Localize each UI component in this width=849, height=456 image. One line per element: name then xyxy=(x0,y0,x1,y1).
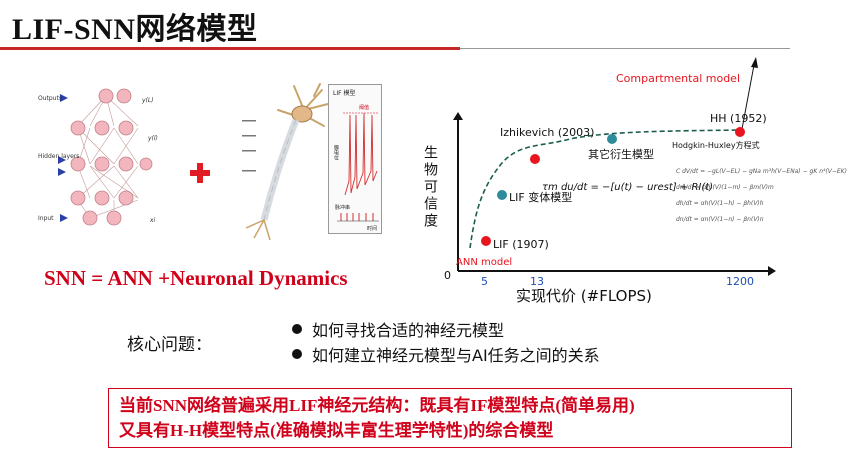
hidden-label: Hidden layers xyxy=(38,153,79,160)
output-arrow-icon xyxy=(60,94,68,102)
origin-label: 0 xyxy=(444,269,451,282)
plus-icon xyxy=(190,163,210,183)
bullet-item: 如何寻找合适的神经元模型 xyxy=(292,317,504,341)
summary-line-1: 当前SNN网络普遍采用LIF神经元结构：既具有IF模型特点(简单易用) xyxy=(119,396,635,415)
point-izhikevich xyxy=(530,154,540,164)
input-label: Input xyxy=(38,215,54,222)
svg-text:dn/dt = αn(V)(1−n) − βn(V)n: dn/dt = αn(V)(1−n) − βn(V)n xyxy=(676,216,764,223)
summary-line-2: 又具有H-H模型特点(准确模拟丰富生理学特性)的综合模型 xyxy=(119,421,554,440)
y-mid-label: y(l) xyxy=(147,135,158,142)
snn-formula: SNN = ANN +Neuronal Dynamics xyxy=(44,266,348,290)
lif-panel-title: LIF 模型 xyxy=(333,89,355,97)
x-label: xi xyxy=(149,217,156,224)
trend-curve xyxy=(469,129,743,249)
neuron-nodes xyxy=(70,88,153,226)
lif-spike-label: 脉冲串 xyxy=(335,204,350,211)
point-derived-models xyxy=(607,134,617,144)
lif-time-label: 时间 xyxy=(367,225,377,232)
hidden-arrow-icon xyxy=(58,156,66,164)
summary-box: 当前SNN网络普遍采用LIF神经元结构：既具有IF模型特点(简单易用) 又具有H… xyxy=(108,388,792,448)
label-lif-variant: LIF 变体模型 xyxy=(509,190,572,204)
lif-model-panel: LIF 模型 阈值 膜电位 脉冲串 时间 xyxy=(328,84,382,234)
svg-text:dh/dt = αh(V)(1−h) − βh(V)h: dh/dt = αh(V)(1−h) − βh(V)h xyxy=(676,200,764,207)
label-compartmental: Compartmental model xyxy=(616,72,740,85)
bullet-icon xyxy=(292,349,302,359)
y-axis-arrow-icon xyxy=(453,112,463,120)
hh-equation-block: C dV/dt = −gL(V−EL) − gNa m³h(V−ENa) − g… xyxy=(676,168,849,223)
label-hh-equation: Hodgkin-Huxley方程式 xyxy=(672,140,760,150)
label-derived-models: 其它衍生模型 xyxy=(588,147,654,161)
svg-text:C dV/dt = −gL(V−EL) − gNa m³h(: C dV/dt = −gL(V−EL) − gNa m³h(V−ENa) − g… xyxy=(676,168,849,175)
x-axis-arrow-icon xyxy=(768,266,776,276)
bullet-text: 如何寻找合适的神经元模型 xyxy=(312,321,505,340)
x-tick-1200: 1200 xyxy=(726,275,754,288)
bullet-icon xyxy=(292,324,302,334)
compartmental-arrow xyxy=(741,64,755,130)
bullet-text: 如何建立神经元模型与AI任务之间的关系 xyxy=(312,346,600,365)
title-rule xyxy=(0,47,460,50)
slide-title: LIF-SNN网络模型 xyxy=(12,13,258,46)
lif-threshold-label: 阈值 xyxy=(359,104,369,111)
y-axis-label: 生物可信度 xyxy=(422,145,438,230)
title-rule-thin xyxy=(460,48,790,49)
label-ann-model: ANN model xyxy=(456,257,512,268)
label-lif-1907: LIF (1907) xyxy=(493,238,549,251)
bio-plausibility-chart: LIF (1907) LIF 变体模型 Izhikevich (2003) 其它… xyxy=(422,57,849,305)
neuron-illustration xyxy=(242,83,329,241)
ann-network-diagram: Outputs Hidden layers Input y(L) y(l) xi xyxy=(38,88,158,226)
x-tick-13: 13 xyxy=(530,275,544,288)
point-lif-1907 xyxy=(481,236,491,246)
x-axis-label: 实现代价 (#FLOPS) xyxy=(516,287,652,305)
point-lif-variant xyxy=(497,190,507,200)
lif-equation: τm du/dt = −[u(t) − urest] + RI(t) xyxy=(542,182,713,193)
input-arrow-icon xyxy=(60,214,68,222)
x-tick-5: 5 xyxy=(481,275,488,288)
y-top-label: y(L) xyxy=(141,97,154,104)
lif-voltage-label: 膜电位 xyxy=(333,144,339,160)
outputs-label: Outputs xyxy=(38,95,62,102)
svg-text:dm/dt = αm(V)(1−m) − βm(V)m: dm/dt = αm(V)(1−m) − βm(V)m xyxy=(676,184,774,191)
label-hh: HH (1952) xyxy=(710,112,767,125)
bullet-item: 如何建立神经元模型与AI任务之间的关系 xyxy=(292,342,600,366)
compartmental-arrow-icon xyxy=(751,57,758,68)
hidden-arrow-icon xyxy=(58,168,66,176)
label-izhikevich: Izhikevich (2003) xyxy=(500,126,594,139)
point-hh xyxy=(735,127,745,137)
core-question-label: 核心问题： xyxy=(127,335,212,355)
